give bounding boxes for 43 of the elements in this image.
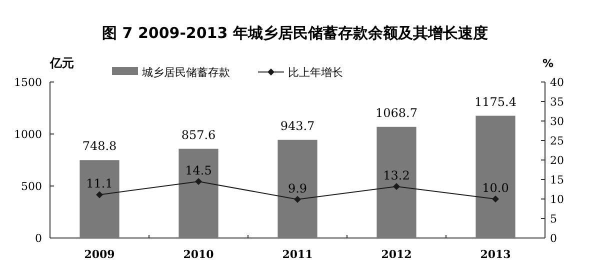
y2-tick-label: 0 <box>550 232 557 245</box>
data-label: 14.5 <box>185 163 212 178</box>
point <box>195 178 202 185</box>
y2-tick-label: 40 <box>550 76 564 89</box>
bar <box>476 116 516 238</box>
data-label: 943.7 <box>280 118 315 133</box>
y-axis-title: 亿元 <box>49 56 74 70</box>
bar <box>80 160 120 238</box>
y-tick-label: 1000 <box>14 128 42 141</box>
point <box>294 196 301 203</box>
bar <box>178 148 218 238</box>
y2-tick-label: 5 <box>550 212 557 226</box>
legend-label: 比上年增长 <box>288 66 343 79</box>
data-label: 10.0 <box>482 181 509 195</box>
y-tick-label: 500 <box>21 180 42 193</box>
data-label: 1068.7 <box>376 106 418 120</box>
y-tick-label: 0 <box>35 232 42 245</box>
point <box>393 183 400 190</box>
y2-tick-label: 25 <box>550 134 564 148</box>
bar <box>376 126 416 238</box>
data-label: 748.8 <box>82 139 117 154</box>
data-label: 1175.4 <box>474 94 517 109</box>
data-label: 857.6 <box>181 128 216 142</box>
point <box>492 196 499 202</box>
y2-tick-label: 30 <box>550 115 564 128</box>
x-tick-label: 2011 <box>282 248 313 261</box>
x-tick-label: 2010 <box>183 248 214 261</box>
bar <box>278 140 318 238</box>
legend-label: 城乡居民储蓄存款 <box>141 66 230 79</box>
y2-tick-label: 20 <box>550 154 564 167</box>
data-label: 11.1 <box>86 176 113 191</box>
chart-title: 图 7 2009-2013 年城乡居民储蓄存款余额及其增长速度 <box>102 24 488 42</box>
y-tick-label: 1500 <box>14 76 42 89</box>
data-label: 13.2 <box>383 168 410 183</box>
y2-tick-label: 35 <box>550 96 564 108</box>
point <box>96 191 103 198</box>
y2-axis-title: % <box>542 57 554 70</box>
data-label: 9.9 <box>288 181 308 196</box>
y2-tick-label: 10 <box>550 193 564 206</box>
x-tick-label: 2013 <box>480 248 511 261</box>
x-tick-label: 2009 <box>84 248 115 261</box>
x-tick-label: 2012 <box>381 248 412 261</box>
y2-tick-label: 15 <box>550 174 564 186</box>
